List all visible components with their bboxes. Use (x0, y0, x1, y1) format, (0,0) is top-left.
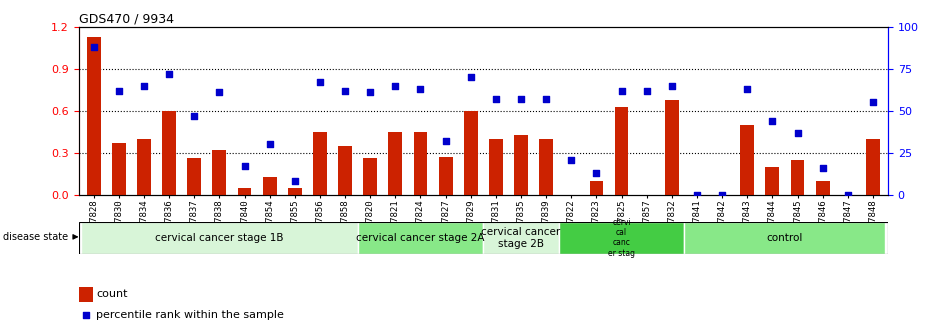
Point (664, 83, 679, 88)
Bar (137, 139, 151, 195)
Bar (589, 181, 603, 195)
Text: cervical cancer
stage 2B: cervical cancer stage 2B (481, 227, 561, 249)
Text: cervi
cal
canc
er stag: cervi cal canc er stag (608, 218, 635, 258)
Bar (288, 188, 302, 195)
Bar (213, 150, 227, 195)
Bar (238, 188, 252, 195)
Bar (388, 132, 402, 195)
Bar (816, 181, 830, 195)
Bar (539, 139, 553, 195)
Bar (263, 177, 277, 195)
Point (288, 179, 302, 184)
Bar (339, 146, 352, 195)
Text: cervical cancer stage 1B: cervical cancer stage 1B (155, 233, 284, 243)
Bar (489, 139, 503, 195)
Text: disease state: disease state (3, 232, 68, 242)
Bar (740, 125, 754, 195)
Point (212, 90, 227, 95)
Point (513, 96, 528, 102)
Point (538, 96, 553, 102)
Bar (358, 222, 483, 254)
Point (86, 44, 101, 50)
Text: GDS470 / 9934: GDS470 / 9934 (79, 13, 174, 26)
Bar (684, 222, 885, 254)
Point (463, 75, 478, 80)
Bar (112, 143, 126, 195)
Bar (483, 222, 559, 254)
Bar (413, 132, 427, 195)
Text: percentile rank within the sample: percentile rank within the sample (96, 310, 284, 320)
Point (413, 86, 428, 92)
Text: cervical cancer stage 2A: cervical cancer stage 2A (356, 233, 485, 243)
Bar (162, 111, 176, 195)
Point (363, 90, 377, 95)
Point (815, 165, 830, 171)
Bar (463, 111, 477, 195)
Point (438, 138, 453, 144)
Point (740, 86, 755, 92)
Point (866, 100, 881, 105)
Point (111, 88, 126, 93)
Point (313, 80, 327, 85)
Point (689, 192, 704, 198)
Bar (438, 157, 452, 195)
Bar (313, 132, 327, 195)
Point (162, 71, 177, 77)
Point (237, 164, 252, 169)
Point (841, 192, 856, 198)
Point (488, 96, 503, 102)
Bar (87, 37, 101, 195)
Point (338, 88, 352, 93)
Bar (364, 159, 377, 195)
Point (614, 88, 629, 93)
Point (564, 157, 579, 162)
Point (187, 113, 202, 119)
Point (790, 130, 805, 135)
Bar (866, 139, 880, 195)
Bar (81, 222, 358, 254)
Point (263, 142, 278, 147)
Point (79, 312, 93, 318)
Point (639, 88, 654, 93)
Text: count: count (96, 290, 128, 299)
Bar (79, 287, 93, 302)
Bar (188, 159, 201, 195)
Point (589, 170, 604, 176)
Bar (791, 160, 805, 195)
Bar (614, 107, 628, 195)
Bar (766, 167, 779, 195)
Bar (514, 135, 528, 195)
Bar (559, 222, 684, 254)
Text: control: control (767, 233, 803, 243)
Bar (665, 100, 679, 195)
Point (765, 118, 780, 124)
Point (715, 192, 730, 198)
Point (388, 83, 402, 88)
Point (137, 83, 152, 88)
